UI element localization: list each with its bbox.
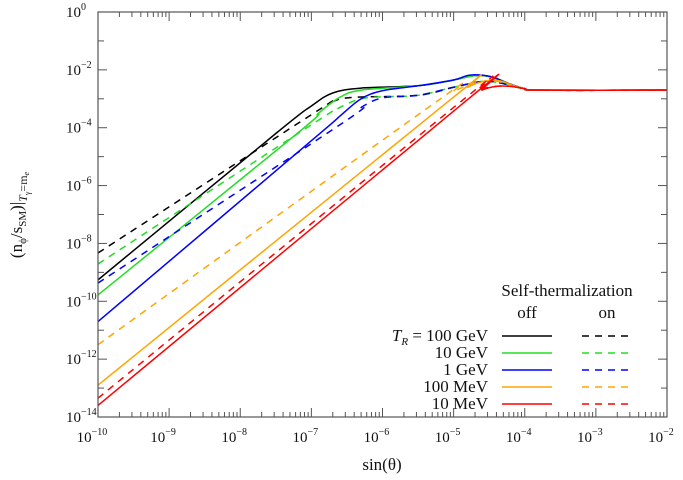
x-tick-label: 10−10 — [77, 427, 108, 446]
x-tick-label: 10−5 — [435, 427, 461, 446]
series-line-10gev-off — [97, 74, 668, 296]
y-tick-label: 10−8 — [66, 233, 92, 252]
series-line-100gev-on — [97, 80, 668, 254]
x-tick-label: 10−3 — [577, 427, 603, 446]
x-tick-labels: 10−10 10−9 10−8 10−7 10−6 10−5 10−4 10−3 10−2 — [77, 427, 674, 446]
y-tick-label: 10−10 — [66, 291, 97, 310]
y-tick-label: 10−4 — [66, 118, 92, 137]
x-tick-label: 10−9 — [150, 427, 176, 446]
y-tick-label: 10−12 — [66, 349, 97, 368]
y-tick-label: 10−6 — [66, 176, 92, 195]
legend: Self-thermalization off on TR = 100 GeV … — [392, 281, 634, 413]
series-line-100mev-off — [97, 74, 668, 386]
series-line-10mev-on — [97, 75, 668, 399]
y-axis-label: (nϕ/sSM)|Tγ=me — [7, 171, 32, 258]
y-tick-label: 10−14 — [66, 407, 97, 426]
y-tick-label: 10−2 — [66, 60, 92, 79]
legend-label-100mev: 100 MeV — [423, 377, 488, 396]
x-axis-label: sin(θ) — [362, 455, 401, 474]
x-tick-label: 10−7 — [293, 427, 319, 446]
x-tick-label: 10−8 — [221, 427, 247, 446]
legend-label-10gev: 10 GeV — [435, 343, 489, 362]
y-tick-labels: 100 10−2 10−4 10−6 10−8 10−10 10−12 10−14 — [66, 2, 97, 426]
legend-col-on: on — [599, 303, 617, 322]
series-line-10mev-off — [97, 73, 668, 407]
series-group — [97, 73, 668, 407]
legend-title: Self-thermalization — [501, 281, 633, 300]
legend-label-1gev: 1 GeV — [443, 360, 489, 379]
series-line-1gev-on — [97, 80, 668, 284]
series-line-100mev-on — [97, 80, 668, 346]
x-tick-label: 10−4 — [506, 427, 532, 446]
plot-frame — [97, 11, 668, 418]
y-tick-label: 100 — [66, 2, 86, 21]
series-line-10gev-on — [97, 80, 668, 265]
axis-ticks — [97, 11, 668, 418]
legend-label-100gev: TR = 100 GeV — [392, 326, 489, 348]
legend-label-10mev: 10 MeV — [432, 394, 489, 413]
legend-col-off: off — [517, 303, 537, 322]
x-tick-label: 10−6 — [364, 427, 390, 446]
x-tick-label: 10−2 — [648, 427, 674, 446]
